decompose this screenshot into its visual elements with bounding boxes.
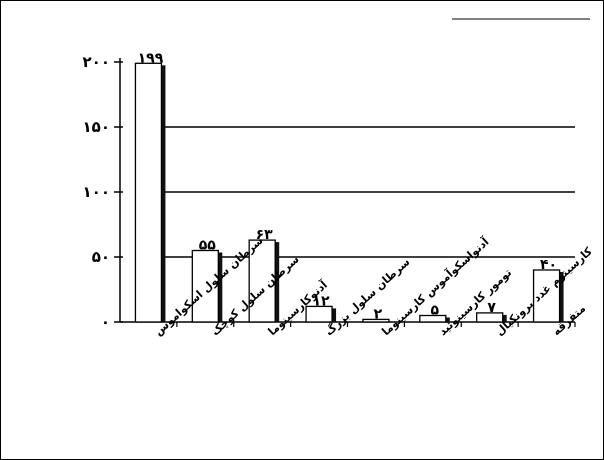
data-label: ۲ (374, 306, 383, 322)
data-labels: ۱۹۹ ۵۵ ۶۳ ۱۲ ۲ ۵ ۷ ۴۰ (138, 50, 557, 322)
bars (134, 62, 564, 323)
bar-shadow (217, 252, 223, 322)
y-tick-label: ۲۰۰ (83, 53, 110, 71)
bar (191, 249, 219, 323)
data-label: ۱۲ (313, 293, 331, 309)
y-axis-ticks: ۰ ۵۰ ۱۰۰ ۱۵۰ ۲۰۰ (83, 53, 123, 331)
data-label: ۵ (431, 303, 440, 319)
bar (362, 318, 390, 323)
bar (419, 314, 447, 323)
y-tick-label: ۵۰ (92, 248, 110, 266)
bar (248, 239, 276, 323)
bar-shadow (444, 317, 450, 322)
data-label: ۷ (487, 300, 496, 316)
y-tick-label: ۱۰۰ (83, 183, 110, 201)
y-tick-label: ۱۵۰ (83, 118, 110, 136)
y-tick-label: ۰ (101, 313, 110, 331)
data-label: ۵۵ (199, 238, 217, 254)
gridlines (165, 126, 575, 258)
bar-shadow (558, 272, 564, 322)
bar (305, 305, 333, 323)
data-label: ۱۹۹ (138, 50, 164, 66)
bar (532, 269, 561, 323)
bar-shadow (501, 314, 507, 322)
data-label: ۴۰ (540, 257, 557, 273)
bar-shadow (160, 65, 166, 323)
data-label: ۶۳ (256, 227, 274, 243)
bar-shadow (387, 321, 393, 322)
bar (476, 312, 504, 323)
bar-shadow (331, 308, 337, 322)
bar (134, 62, 163, 323)
bar-shadow (274, 242, 280, 322)
